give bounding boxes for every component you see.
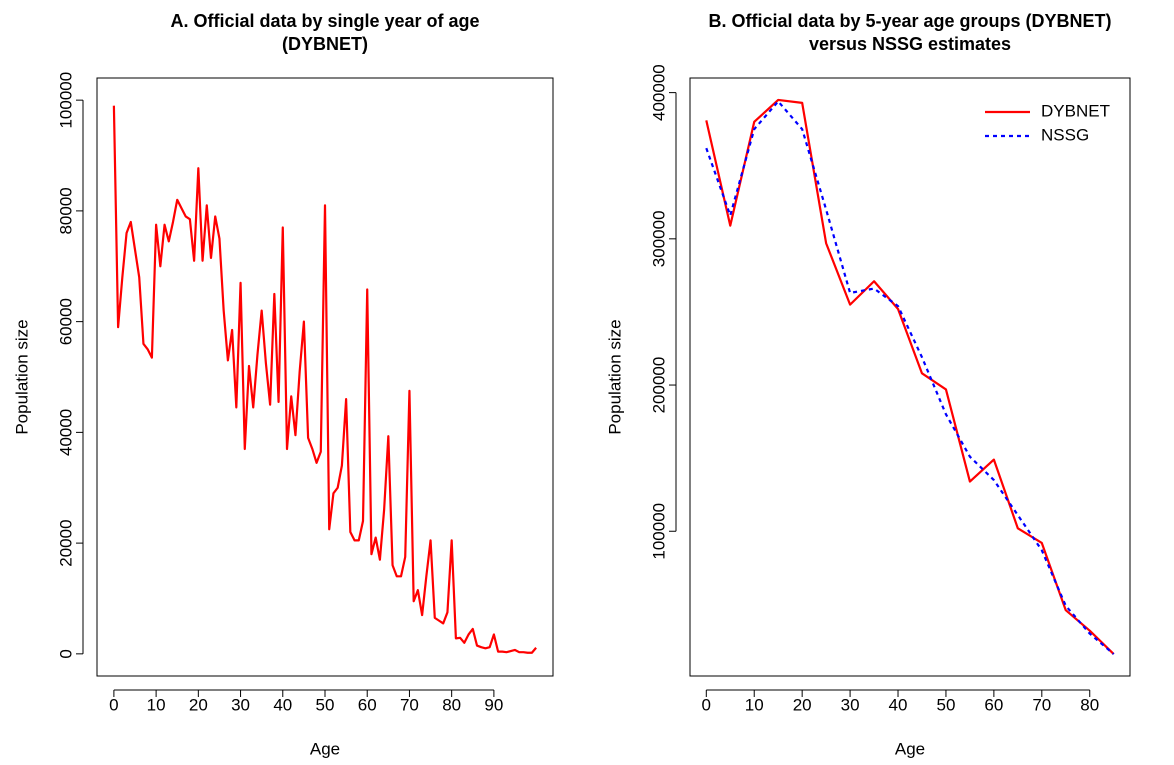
y-tick-label: 400000: [649, 64, 668, 121]
chart-title: A. Official data by single year of age: [170, 11, 479, 31]
plot-frame: [96, 77, 554, 677]
data-line: [112, 105, 537, 654]
y-tick-label: 100000: [649, 503, 668, 560]
y-tick-label: 80000: [56, 187, 75, 234]
x-tick-label: 70: [1032, 695, 1051, 714]
y-tick-label: 100000: [56, 72, 75, 129]
data-line: [705, 98, 1115, 655]
x-tick-label: 10: [745, 695, 764, 714]
legend-label: DYBNET: [1041, 101, 1110, 120]
legend-label: NSSG: [1041, 125, 1089, 144]
x-tick-label: 30: [231, 695, 250, 714]
x-tick-label: 40: [889, 695, 908, 714]
x-tick-label: 90: [484, 695, 503, 714]
x-axis-label: Age: [310, 739, 340, 758]
y-tick-label: 60000: [56, 298, 75, 345]
x-tick-label: 20: [189, 695, 208, 714]
data-line: [705, 100, 1115, 655]
y-tick-label: 0: [56, 649, 75, 658]
x-tick-label: 80: [1080, 695, 1099, 714]
chart-title: (DYBNET): [282, 34, 368, 54]
x-tick-label: 0: [109, 695, 118, 714]
x-tick-label: 30: [841, 695, 860, 714]
y-tick-label: 40000: [56, 409, 75, 456]
x-tick-label: 50: [936, 695, 955, 714]
y-tick-label: 300000: [649, 210, 668, 267]
chart-title: B. Official data by 5-year age groups (D…: [708, 11, 1111, 31]
x-tick-label: 70: [400, 695, 419, 714]
chart-title: versus NSSG estimates: [809, 34, 1011, 54]
x-tick-label: 40: [273, 695, 292, 714]
x-tick-label: 10: [147, 695, 166, 714]
y-tick-label: 20000: [56, 519, 75, 566]
x-tick-label: 60: [984, 695, 1003, 714]
x-axis-label: Age: [895, 739, 925, 758]
plot-frame: [689, 77, 1131, 677]
y-tick-label: 200000: [649, 357, 668, 414]
x-tick-label: 50: [316, 695, 335, 714]
x-tick-label: 20: [793, 695, 812, 714]
y-axis-label: Population size: [605, 319, 624, 434]
y-axis-label: Population size: [12, 319, 31, 434]
x-tick-label: 80: [442, 695, 461, 714]
x-tick-label: 0: [702, 695, 711, 714]
x-tick-label: 60: [358, 695, 377, 714]
